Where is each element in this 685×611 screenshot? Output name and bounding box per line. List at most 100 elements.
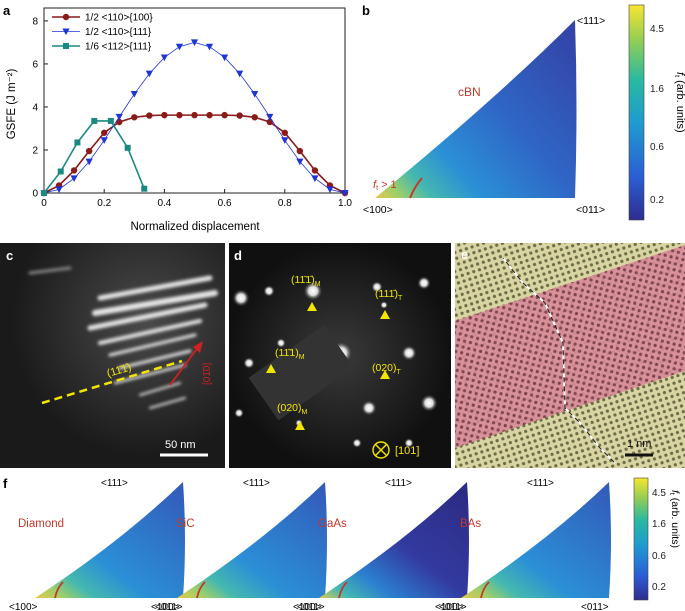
diffraction-pattern-image: (11̄1̄)M (111̄)T (11̄1)M (020)T (020)M [… <box>229 243 451 468</box>
point-0-2 <box>70 167 78 174</box>
point-0-12 <box>221 111 228 119</box>
cbar-f-tick-2: 0.6 <box>652 551 666 562</box>
panel-f-label: f <box>3 476 8 491</box>
point-1-15 <box>266 113 274 121</box>
marker-spot-3 <box>266 364 276 373</box>
corner-100-1: <100> <box>151 602 180 611</box>
point-0-8 <box>161 111 168 119</box>
point-2-6 <box>141 185 148 192</box>
point-1-1 <box>55 186 63 193</box>
ft-annotation: ft > 1 <box>373 179 397 192</box>
material-label-0: Diamond <box>18 518 64 530</box>
ipf-triangle-2 <box>319 482 469 598</box>
marker-spot-2 <box>380 310 390 319</box>
point-0-13 <box>236 112 243 119</box>
corner-011-1: <011> <box>297 602 325 611</box>
corner-111-2: <111> <box>385 478 412 489</box>
ipf-sic: <111><100> <011>SiC <box>151 478 327 611</box>
x-tick-label-0: 0 <box>41 198 47 209</box>
point-0-10 <box>191 111 198 119</box>
corner-100: <100> <box>363 204 393 216</box>
x-tick-label-3: 0.6 <box>218 198 232 209</box>
material-label-2: GaAs <box>318 518 347 530</box>
point-0-14 <box>251 114 258 121</box>
panel-b-label: b <box>362 3 370 18</box>
legend-marker-2 <box>63 43 69 49</box>
x-tick-label-5: 1.0 <box>338 198 352 209</box>
cbar-tick-3: 0.2 <box>650 195 664 206</box>
corner-100-3: <100> <box>435 602 464 611</box>
point-1-5 <box>115 113 123 121</box>
plot-frame <box>43 7 346 194</box>
y-axis-label: GSFE (J m⁻²) <box>6 69 18 140</box>
point-0-15 <box>266 118 273 126</box>
beam-stop <box>248 325 354 421</box>
corner-100-2: <100> <box>293 602 322 611</box>
point-1-11 <box>205 43 214 51</box>
zone-axis-label: [101] <box>395 445 419 457</box>
corner-100-0: <100> <box>9 602 38 611</box>
ipf-triangle-0 <box>35 482 185 598</box>
scale-bar-label: 50 nm <box>165 439 196 451</box>
point-1-16 <box>281 137 289 144</box>
point-1-13 <box>236 70 244 78</box>
corner-111: <111> <box>577 15 605 27</box>
ft-curve-2 <box>338 581 348 599</box>
corner-011-3: <011> <box>581 602 609 611</box>
colorbar-f <box>633 477 649 601</box>
direction-arrowhead <box>193 341 203 353</box>
legend-label-1: 1/2 <110>{111} <box>85 27 152 38</box>
y-tick-label-0: 0 <box>32 189 38 200</box>
corner-011-0: <011> <box>155 602 183 611</box>
x-tick-label-4: 0.8 <box>278 198 292 209</box>
tem-image-canvas: c (11̄1̄) [01̄0] 50 nm <box>0 243 225 468</box>
gsfe-series <box>40 39 349 197</box>
point-1-4 <box>100 137 108 144</box>
point-2-0 <box>41 190 47 196</box>
x-axis-label: Normalized displacement <box>130 221 260 233</box>
corner-111-3: <111> <box>527 478 554 489</box>
marker-spot-4 <box>380 370 390 379</box>
spot-label-1: (11̄1̄)M <box>291 274 321 288</box>
spot-markers <box>266 302 390 430</box>
ft-threshold-curve <box>409 177 423 199</box>
point-0-9 <box>176 111 183 119</box>
y-tick-label-4: 8 <box>32 16 38 27</box>
point-1-20 <box>341 190 349 197</box>
ft-curve-3 <box>480 581 490 599</box>
legend-label-0: 1/2 <110>{100} <box>85 13 153 24</box>
point-1-8 <box>160 54 168 62</box>
point-2-3 <box>91 117 98 124</box>
point-1-12 <box>221 54 229 62</box>
material-ipf-row: f <111><100> <011>Diamond<111><100> <011>S… <box>3 476 681 611</box>
point-1-2 <box>70 175 78 182</box>
point-2-5 <box>124 144 131 151</box>
series-0 <box>40 111 349 197</box>
material-label-1: SiC <box>176 518 195 530</box>
colorbar-ticks: 4.5 1.6 0.6 0.2 <box>650 24 664 206</box>
point-2-1 <box>57 168 64 175</box>
y-tick-label-1: 2 <box>32 145 38 156</box>
point-0-17 <box>296 147 304 155</box>
panel-c-label: c <box>6 248 13 263</box>
y-tick-label-3: 6 <box>32 59 38 70</box>
direction-arrow <box>169 345 200 386</box>
ipf-triangle <box>375 20 577 198</box>
plane-trace-dashed <box>41 359 183 405</box>
ft-curve-1 <box>196 581 206 599</box>
panel-e-label: e <box>461 247 468 262</box>
gsfe-legend: 1/2 <110>{100} 1/2 <110>{111} 1/6 <112>{11… <box>52 13 153 53</box>
corner-111-1: <111> <box>243 478 270 489</box>
corner-011: <011> <box>576 204 605 216</box>
point-0-18 <box>311 167 319 174</box>
point-2-2 <box>74 139 81 146</box>
point-1-3 <box>85 158 93 166</box>
corner-011-2: <011> <box>439 602 467 611</box>
spot-label-5: (020)M <box>277 402 308 416</box>
twin-region <box>455 245 685 448</box>
legend-label-2: 1/6 <112>{111} <box>85 42 152 53</box>
spot-label-4: (020)T <box>372 362 402 376</box>
spot-label-2: (111̄)T <box>375 288 403 302</box>
point-0-16 <box>281 129 288 136</box>
point-0-3 <box>85 147 93 155</box>
